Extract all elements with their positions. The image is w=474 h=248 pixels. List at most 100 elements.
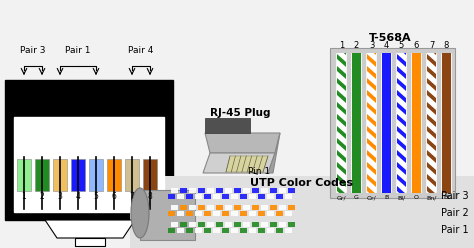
Polygon shape xyxy=(367,186,376,199)
Polygon shape xyxy=(337,174,346,187)
Bar xyxy=(330,48,455,198)
Bar xyxy=(231,194,238,199)
Polygon shape xyxy=(427,66,436,79)
Bar xyxy=(261,222,268,227)
Bar xyxy=(381,53,392,193)
Bar xyxy=(171,188,178,193)
Bar xyxy=(204,211,211,216)
Bar xyxy=(249,194,256,199)
Polygon shape xyxy=(427,138,436,151)
Bar xyxy=(207,205,214,210)
Bar xyxy=(231,211,238,216)
Polygon shape xyxy=(337,78,346,91)
Bar xyxy=(252,222,259,227)
Bar xyxy=(285,228,292,233)
Bar xyxy=(198,222,205,227)
Bar xyxy=(222,211,229,216)
Bar xyxy=(195,194,202,199)
Text: 2: 2 xyxy=(40,192,45,201)
Bar xyxy=(240,211,247,216)
Polygon shape xyxy=(75,238,105,246)
Bar xyxy=(288,188,295,193)
Bar xyxy=(168,194,175,199)
Bar xyxy=(125,159,139,191)
Bar xyxy=(270,222,277,227)
Text: 5: 5 xyxy=(399,41,404,50)
Bar xyxy=(258,211,265,216)
Bar xyxy=(195,228,202,233)
Bar xyxy=(285,211,292,216)
Bar xyxy=(14,117,164,212)
Bar xyxy=(168,228,175,233)
Text: 3: 3 xyxy=(369,41,374,50)
Polygon shape xyxy=(205,118,250,133)
Polygon shape xyxy=(367,54,376,67)
Polygon shape xyxy=(427,102,436,115)
Bar xyxy=(426,53,437,193)
Text: Bn/: Bn/ xyxy=(426,195,437,200)
Bar xyxy=(216,205,223,210)
Text: O: O xyxy=(414,195,419,200)
Polygon shape xyxy=(427,42,436,55)
Polygon shape xyxy=(427,114,436,127)
Bar xyxy=(186,194,193,199)
Text: 6: 6 xyxy=(111,192,117,201)
Polygon shape xyxy=(427,54,436,67)
Bar xyxy=(288,222,295,227)
Text: 4: 4 xyxy=(75,192,81,201)
Text: Or/: Or/ xyxy=(366,195,376,200)
Bar xyxy=(276,228,283,233)
Polygon shape xyxy=(397,126,406,139)
Polygon shape xyxy=(397,102,406,115)
Polygon shape xyxy=(397,42,406,55)
Bar xyxy=(243,222,250,227)
Bar xyxy=(198,188,205,193)
Bar xyxy=(367,53,376,193)
Bar xyxy=(204,228,211,233)
Bar xyxy=(225,222,232,227)
Bar xyxy=(177,194,184,199)
Bar xyxy=(177,211,184,216)
Bar xyxy=(207,188,214,193)
Text: 8: 8 xyxy=(444,41,449,50)
Polygon shape xyxy=(213,123,245,133)
Polygon shape xyxy=(367,102,376,115)
Bar xyxy=(180,188,187,193)
Polygon shape xyxy=(397,66,406,79)
Bar xyxy=(276,211,283,216)
Bar xyxy=(336,53,347,193)
Polygon shape xyxy=(397,90,406,103)
Polygon shape xyxy=(427,174,436,187)
Bar xyxy=(258,194,265,199)
Text: 1: 1 xyxy=(22,192,27,201)
Bar xyxy=(140,190,195,240)
Bar xyxy=(276,194,283,199)
Polygon shape xyxy=(397,174,406,187)
Polygon shape xyxy=(427,78,436,91)
Bar xyxy=(240,194,247,199)
Polygon shape xyxy=(397,162,406,175)
Polygon shape xyxy=(397,114,406,127)
Bar xyxy=(411,53,422,193)
Bar xyxy=(207,222,214,227)
Polygon shape xyxy=(337,42,346,55)
Bar xyxy=(397,53,406,193)
Bar xyxy=(261,188,268,193)
Polygon shape xyxy=(268,133,280,173)
Bar xyxy=(441,53,452,193)
Bar xyxy=(267,228,274,233)
Text: T-568A: T-568A xyxy=(369,33,411,43)
Text: Pair 2: Pair 2 xyxy=(441,208,469,218)
Text: B: B xyxy=(384,195,389,200)
Bar xyxy=(225,188,232,193)
Text: Pair 1: Pair 1 xyxy=(441,225,469,235)
Text: 4: 4 xyxy=(384,41,389,50)
Text: 7: 7 xyxy=(129,192,135,201)
Bar xyxy=(189,205,196,210)
Bar xyxy=(279,188,286,193)
Polygon shape xyxy=(367,42,376,55)
Bar xyxy=(107,159,121,191)
Polygon shape xyxy=(367,138,376,151)
Bar xyxy=(171,205,178,210)
Bar xyxy=(168,211,175,216)
